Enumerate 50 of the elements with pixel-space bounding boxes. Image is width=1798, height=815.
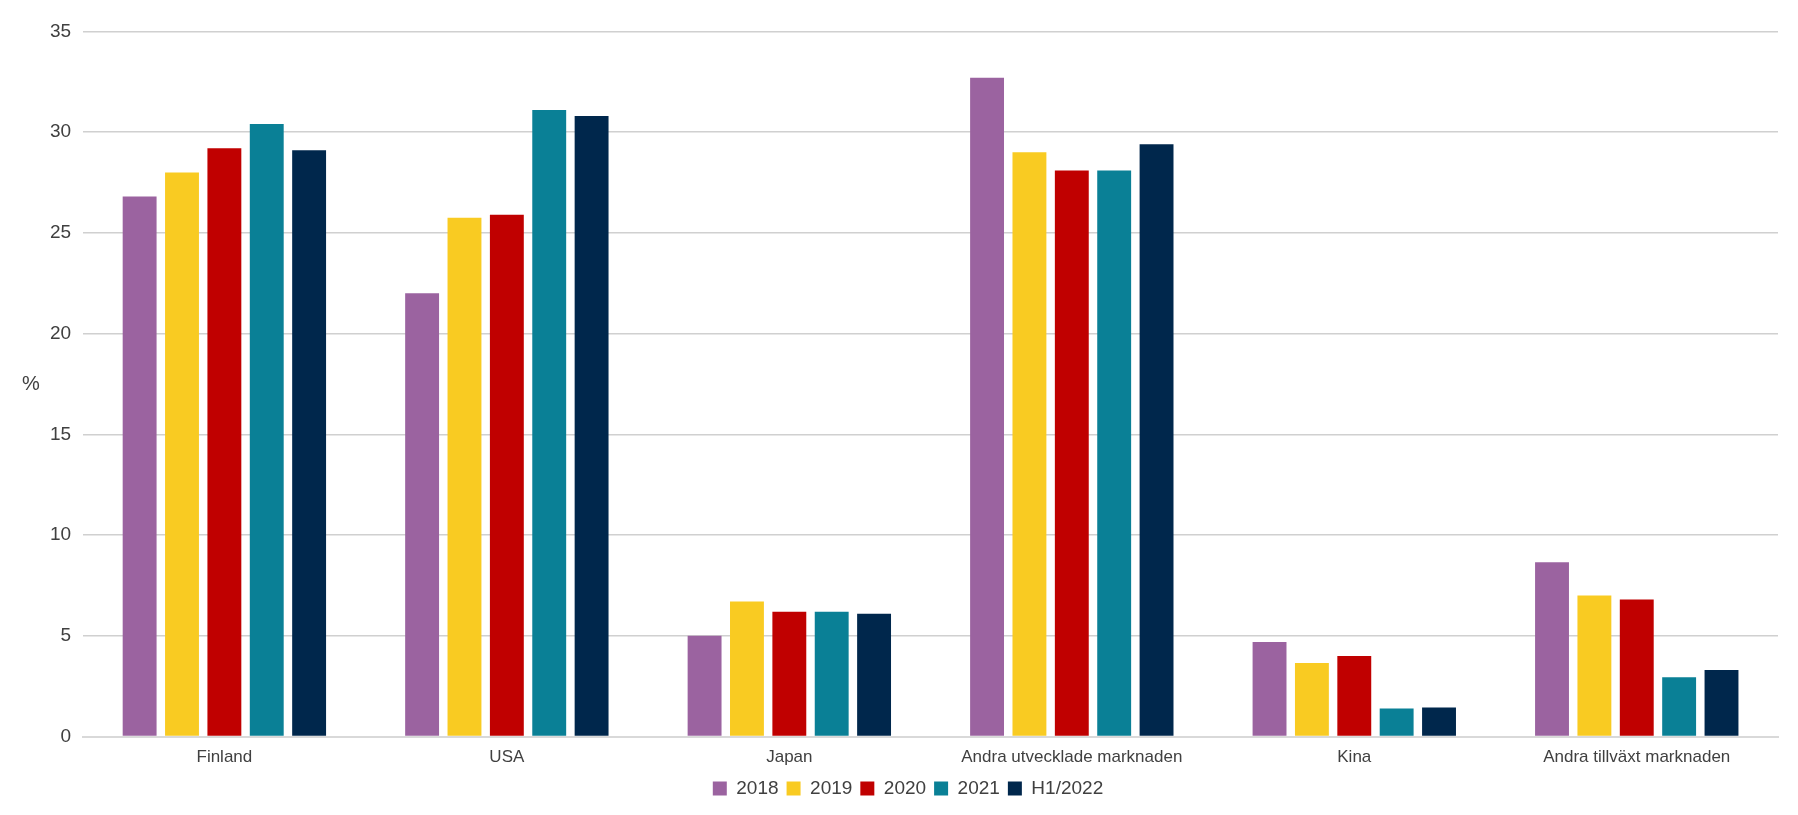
x-tick-label: Kina	[1337, 747, 1372, 767]
y-tick-label: 30	[49, 120, 72, 142]
y-tick-label: 25	[49, 221, 72, 243]
y-tick-label: 20	[49, 321, 72, 343]
bar	[1577, 595, 1612, 736]
bar	[730, 601, 764, 736]
bar	[772, 611, 807, 736]
y-tick-label: 15	[49, 422, 72, 444]
legend-label: 2021	[957, 776, 1000, 798]
y-tick-label: 0	[60, 724, 72, 746]
bar	[1139, 144, 1174, 736]
x-tick-label: Finland	[196, 747, 253, 767]
bar	[857, 613, 892, 736]
y-tick-label: 10	[49, 523, 72, 545]
legend-label: 2019	[810, 776, 853, 798]
bar	[405, 293, 440, 736]
y-axis-title: %	[22, 371, 40, 394]
legend-label: 2018	[736, 776, 779, 798]
bar	[1097, 170, 1132, 736]
x-tick-label: Japan	[766, 747, 813, 767]
bar	[532, 109, 567, 736]
bar	[292, 150, 327, 736]
bar	[687, 635, 722, 736]
bar	[1054, 170, 1089, 736]
bar	[814, 611, 849, 736]
bar	[207, 148, 242, 736]
bar	[165, 172, 199, 736]
legend-label: H1/2022	[1031, 776, 1104, 798]
bar	[1422, 707, 1456, 736]
y-tick-label: 5	[60, 624, 72, 646]
bar	[1294, 663, 1329, 736]
x-tick-label: Andra tillväxt marknaden	[1543, 747, 1731, 767]
x-tick-label: USA	[489, 747, 525, 767]
bar	[1252, 641, 1287, 736]
bar	[1704, 670, 1739, 736]
bar	[1662, 677, 1697, 736]
bar	[1012, 152, 1047, 736]
legend-label: 2020	[883, 776, 927, 798]
bar	[447, 217, 482, 736]
bar	[1337, 656, 1372, 736]
bar	[1619, 599, 1654, 736]
bar	[970, 77, 1005, 736]
bar	[122, 196, 157, 736]
bar	[249, 124, 284, 736]
bar	[1535, 562, 1569, 736]
y-tick-label: 35	[49, 19, 72, 41]
bar	[574, 116, 609, 736]
bar	[1379, 708, 1414, 736]
bar	[489, 214, 524, 736]
x-tick-label: Andra utvecklade marknaden	[961, 747, 1183, 767]
